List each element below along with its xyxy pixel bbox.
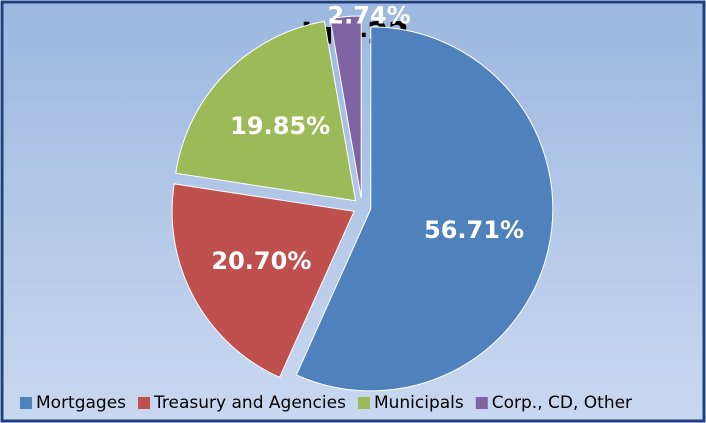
legend-swatch bbox=[475, 397, 488, 409]
pie-slice bbox=[329, 15, 362, 199]
data-label: 56.71% bbox=[424, 216, 524, 244]
data-label: 20.70% bbox=[211, 247, 311, 275]
pie-slice bbox=[295, 26, 554, 392]
legend-swatch bbox=[357, 397, 370, 409]
legend-label: Mortgages bbox=[36, 393, 126, 413]
data-label: 19.85% bbox=[230, 112, 330, 140]
legend-label: Corp., CD, Other bbox=[492, 393, 632, 413]
legend-label: Treasury and Agencies bbox=[153, 393, 346, 413]
legend-swatch bbox=[138, 397, 151, 409]
legend-swatch bbox=[20, 397, 32, 409]
pie-slice bbox=[175, 20, 357, 202]
legend-label: Municipals bbox=[374, 393, 464, 413]
pie-slice bbox=[171, 183, 355, 379]
data-label: 2.74% bbox=[327, 2, 410, 30]
